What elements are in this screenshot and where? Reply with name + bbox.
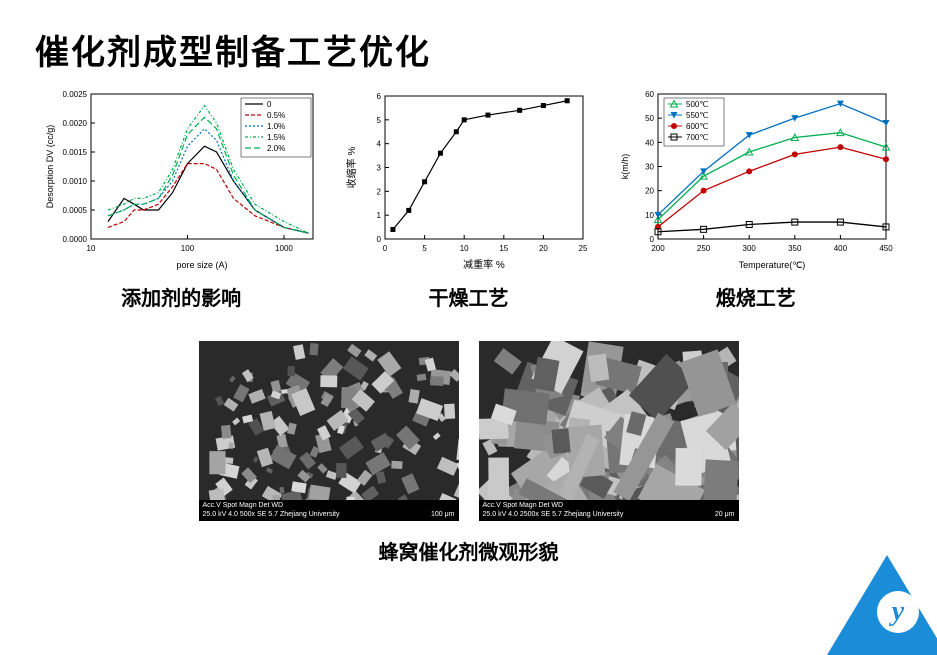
svg-text:60: 60 <box>645 90 654 99</box>
svg-text:20: 20 <box>539 244 548 253</box>
sem2-header: Acc.V Spot Magn Det WD <box>483 502 624 510</box>
svg-text:50: 50 <box>645 114 654 123</box>
sem2-info-bar: Acc.V Spot Magn Det WD 25.0 kV 4.0 2500x… <box>479 500 739 521</box>
svg-text:0.0015: 0.0015 <box>63 148 88 157</box>
svg-text:500℃: 500℃ <box>686 100 708 109</box>
svg-text:0.5%: 0.5% <box>267 111 285 120</box>
sem2-scale: 20 μm <box>715 511 735 519</box>
svg-text:pore size (A): pore size (A) <box>177 260 228 270</box>
sem-row: Acc.V Spot Magn Det WD 25.0 kV 4.0 500x … <box>0 341 937 521</box>
svg-text:700℃: 700℃ <box>686 133 708 142</box>
svg-text:0: 0 <box>267 100 272 109</box>
svg-text:5: 5 <box>377 116 382 125</box>
svg-text:1.0%: 1.0% <box>267 122 285 131</box>
svg-text:20: 20 <box>645 187 654 196</box>
svg-text:3: 3 <box>377 164 382 173</box>
sem-image-1: Acc.V Spot Magn Det WD 25.0 kV 4.0 500x … <box>199 341 459 521</box>
svg-text:200: 200 <box>651 244 665 253</box>
svg-text:30: 30 <box>645 163 654 172</box>
svg-text:减重率 %: 减重率 % <box>464 258 506 271</box>
svg-text:1000: 1000 <box>275 244 293 253</box>
svg-text:300: 300 <box>742 244 756 253</box>
sem-image-2: Acc.V Spot Magn Det WD 25.0 kV 4.0 2500x… <box>479 341 739 521</box>
charts-row: 0.00000.00050.00100.00150.00200.00251010… <box>0 84 937 311</box>
chart3: 0 10 20 30 40 50 60 200 250 300 350 400 450 Temperatu… <box>616 84 896 274</box>
svg-text:550℃: 550℃ <box>686 111 708 120</box>
svg-text:250: 250 <box>697 244 711 253</box>
sem1-detail: 25.0 kV 4.0 500x SE 5.7 Zhejiang Univers… <box>203 511 340 519</box>
sem-caption: 蜂窝催化剂微观形貌 <box>0 536 937 565</box>
svg-text:0.0010: 0.0010 <box>63 177 88 186</box>
svg-text:1: 1 <box>377 211 382 220</box>
svg-text:0: 0 <box>383 244 388 253</box>
svg-text:100: 100 <box>181 244 195 253</box>
chart2: 0 1 2 3 4 5 6 0 5 10 15 20 25 减重率 % 收缩率 % <box>343 84 593 274</box>
svg-text:2: 2 <box>377 187 382 196</box>
chart3-caption: 煅烧工艺 <box>716 282 796 311</box>
chart2-caption: 干燥工艺 <box>428 282 508 311</box>
chart1-block: 0.0000 0.0005 0.0010 0.0015 0.0020 0.0025 10 10… <box>41 84 321 311</box>
svg-text:600℃: 600℃ <box>686 122 708 131</box>
sem2-detail: 25.0 kV 4.0 2500x SE 5.7 Zhejiang Univer… <box>483 511 624 519</box>
svg-text:Temperature(℃): Temperature(℃) <box>738 260 805 270</box>
svg-text:10: 10 <box>460 244 469 253</box>
svg-text:0.0005: 0.0005 <box>63 206 88 215</box>
svg-text:Desorption DV (cc/g): Desorption DV (cc/g) <box>45 125 55 209</box>
svg-text:10: 10 <box>645 211 654 220</box>
svg-text:2.0%: 2.0% <box>267 144 285 153</box>
logo-icon: y <box>877 591 919 633</box>
svg-text:25: 25 <box>579 244 588 253</box>
svg-text:10: 10 <box>87 244 96 253</box>
sem1-scale: 100 μm <box>431 511 455 519</box>
svg-text:收缩率 %: 收缩率 % <box>345 147 358 189</box>
svg-text:k(m/h): k(m/h) <box>620 154 630 180</box>
svg-text:350: 350 <box>788 244 802 253</box>
svg-text:0.0000: 0.0000 <box>63 235 88 244</box>
svg-text:0: 0 <box>377 235 382 244</box>
svg-text:1.5%: 1.5% <box>267 133 285 142</box>
slide-title: 催化剂成型制备工艺优化 <box>0 0 937 84</box>
svg-text:450: 450 <box>879 244 893 253</box>
svg-text:0.0020: 0.0020 <box>63 119 88 128</box>
sem1-info-bar: Acc.V Spot Magn Det WD 25.0 kV 4.0 500x … <box>199 500 459 521</box>
svg-text:40: 40 <box>645 138 654 147</box>
svg-text:0: 0 <box>649 235 654 244</box>
chart1-caption: 添加剂的影响 <box>121 282 241 311</box>
svg-text:4: 4 <box>377 140 382 149</box>
svg-text:400: 400 <box>834 244 848 253</box>
svg-text:0.0025: 0.0025 <box>63 90 88 99</box>
chart2-block: 0 1 2 3 4 5 6 0 5 10 15 20 25 减重率 % 收缩率 % 干燥工艺 <box>343 84 593 311</box>
chart1: 0.0000 0.0005 0.0010 0.0015 0.0020 0.0025 10 10… <box>41 84 321 274</box>
sem1-header: Acc.V Spot Magn Det WD <box>203 502 340 510</box>
svg-text:6: 6 <box>377 92 382 101</box>
chart3-block: 0 10 20 30 40 50 60 200 250 300 350 400 450 Temperatu… <box>616 84 896 311</box>
svg-text:5: 5 <box>423 244 428 253</box>
svg-text:15: 15 <box>500 244 509 253</box>
